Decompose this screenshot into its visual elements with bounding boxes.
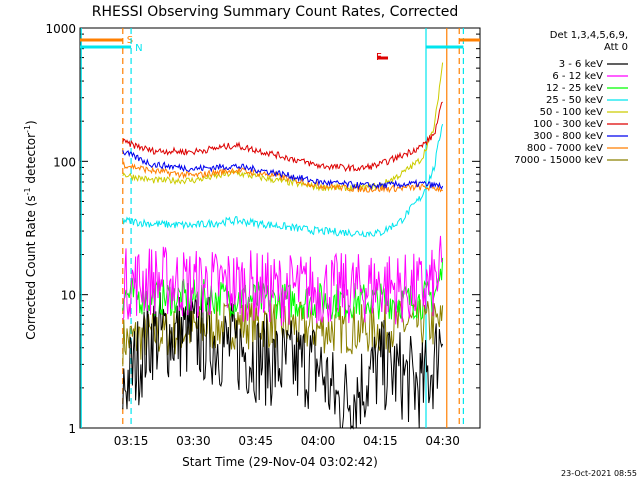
marker-label: S	[127, 35, 133, 46]
y-tick-label: 100	[53, 155, 76, 169]
legend-label: 12 - 25 keV	[546, 83, 603, 94]
plot-frame	[79, 27, 481, 429]
legend-label: 6 - 12 keV	[552, 71, 603, 82]
series-line-1	[122, 235, 443, 326]
legend-label: 300 - 800 keV	[533, 131, 603, 142]
legend-header: Det 1,3,4,5,6,9,	[550, 30, 628, 41]
legend-label: 3 - 6 keV	[559, 59, 603, 70]
x-tick-label: 04:30	[425, 434, 460, 448]
y-tick-label: 1000	[45, 22, 76, 36]
marker-label: N	[135, 43, 142, 54]
x-tick-label: 03:45	[238, 434, 273, 448]
legend-label: 7000 - 15000 keV	[514, 155, 603, 166]
series-line-4	[122, 62, 444, 194]
legend-label: 800 - 7000 keV	[527, 143, 603, 154]
series-line-5	[122, 101, 443, 173]
legend-label: 25 - 50 keV	[546, 95, 603, 106]
y-axis-label: Corrected Count Rate (s-1 detector-1)	[23, 120, 38, 339]
series-line-3	[122, 123, 444, 238]
legend-label: 50 - 100 keV	[540, 107, 604, 118]
series-line-2	[122, 257, 444, 321]
legend-header: Att 0	[604, 42, 628, 53]
legend-label: 100 - 300 keV	[533, 119, 603, 130]
series-line-7	[122, 161, 443, 194]
generated-timestamp: 23-Oct-2021 08:55	[561, 469, 637, 478]
y-tick-label: 1	[68, 422, 76, 436]
chart-title: RHESSI Observing Summary Count Rates, Co…	[92, 4, 458, 20]
series-line-0	[122, 292, 444, 430]
x-tick-label: 04:15	[363, 434, 398, 448]
plot-area: 1 10 100 1000 03:15 03:30 03:45 04:00 04:15 04:30…	[45, 22, 481, 448]
series-line-6	[122, 150, 444, 191]
x-tick-label: 04:00	[301, 434, 336, 448]
x-tick-label: 03:15	[114, 434, 149, 448]
x-axis-label: Start Time (29-Nov-04 03:02:42)	[182, 455, 378, 469]
x-tick-label: 03:30	[176, 434, 211, 448]
marker-label: F	[376, 52, 382, 63]
y-tick-label: 10	[61, 289, 76, 303]
